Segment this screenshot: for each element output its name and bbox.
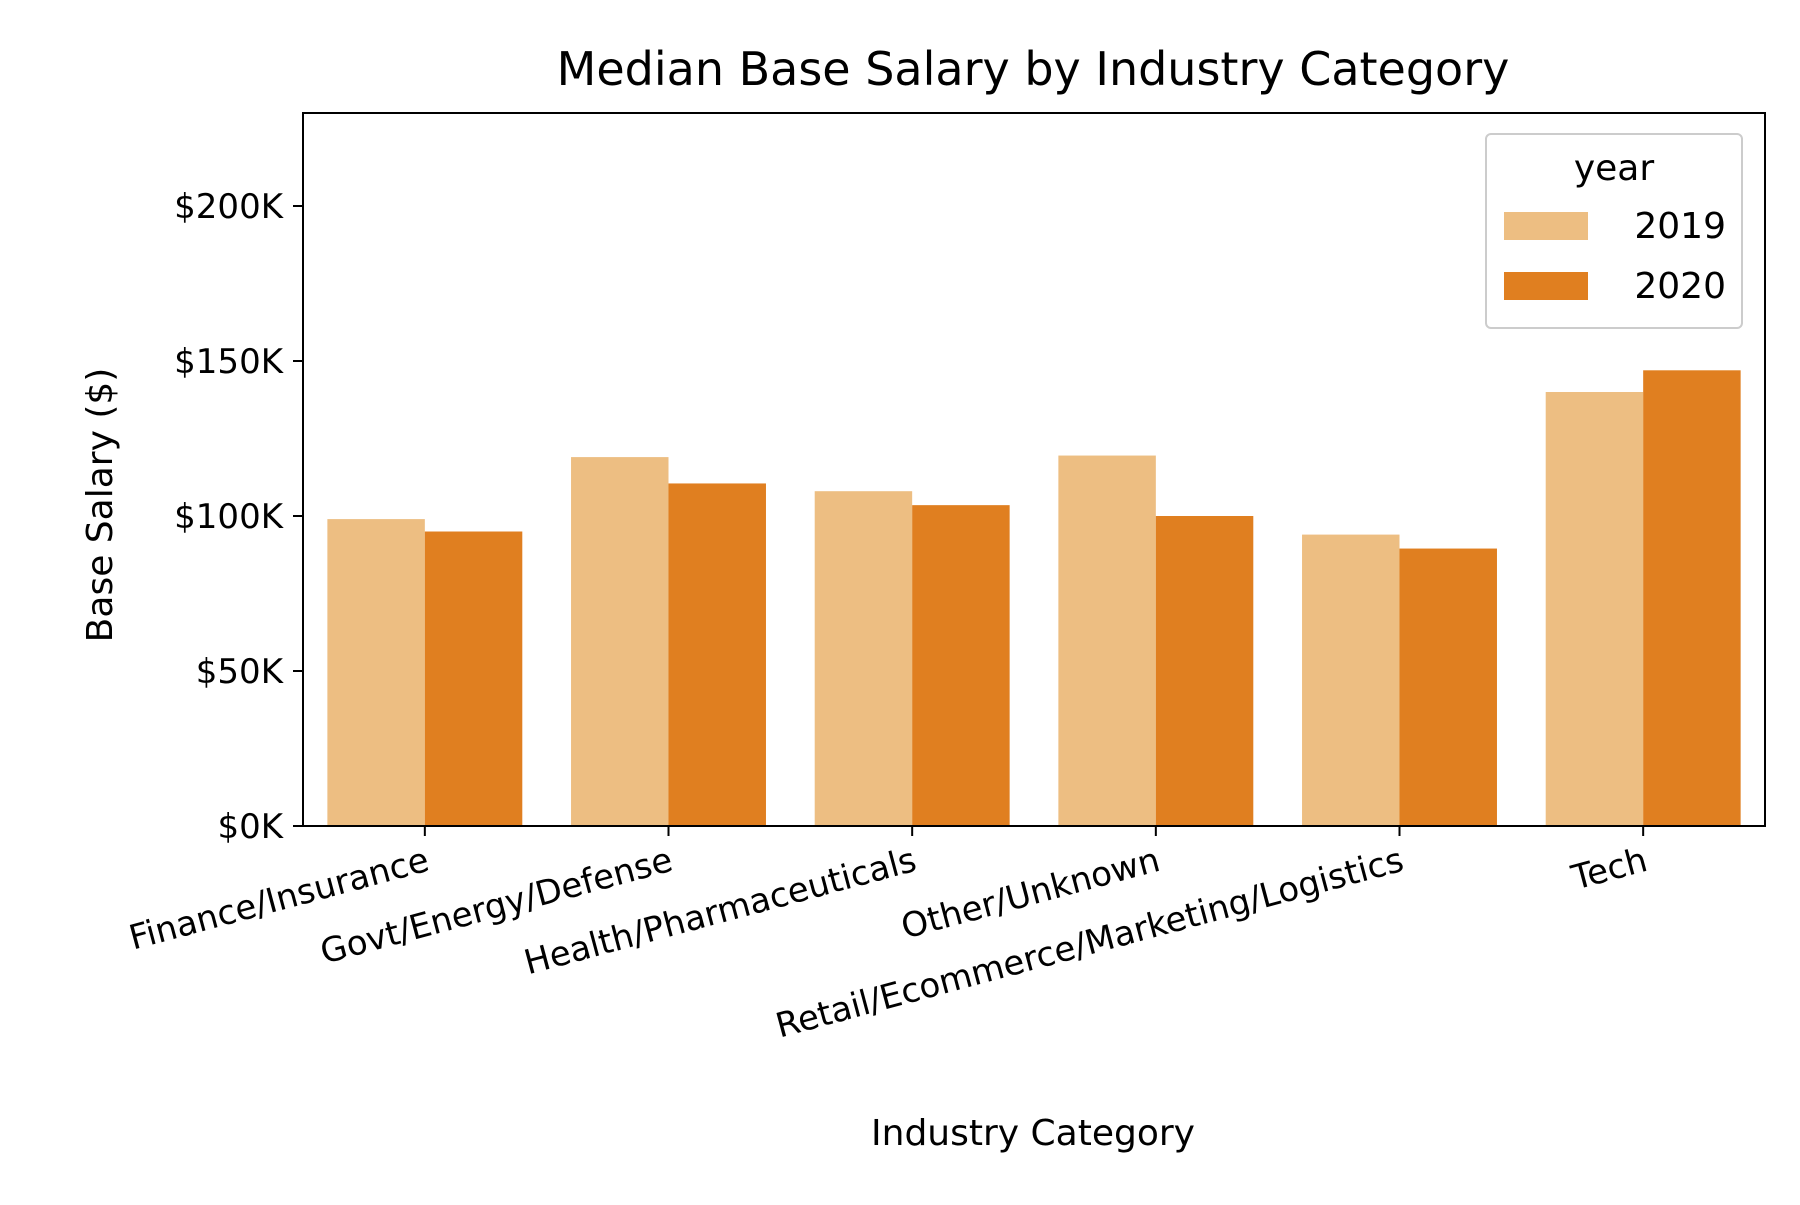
y-tick-label: $200K xyxy=(174,187,285,227)
plot-frame xyxy=(302,112,1766,827)
x-axis-label: Industry Category xyxy=(871,1113,1195,1154)
legend-swatch-2020 xyxy=(1504,272,1588,300)
chart-title: Median Base Salary by Industry Category xyxy=(557,42,1510,96)
x-axis: Finance/InsuranceGovt/Energy/DefenseHeal… xyxy=(125,826,1652,1046)
legend-title: year xyxy=(1574,148,1655,189)
bar-2020-2 xyxy=(668,483,766,826)
legend-label-2019: 2019 xyxy=(1634,206,1726,247)
bar-2020-4 xyxy=(1155,516,1254,826)
y-axis: $0K $50K $100K $150K $200K xyxy=(174,187,303,847)
y-tick-label: $50K xyxy=(196,652,285,692)
bar-2020-3 xyxy=(912,505,1010,826)
x-tick-label: Health/Pharmaceuticals xyxy=(520,840,921,983)
legend-swatch-2019 xyxy=(1504,212,1588,240)
bar-2019-6 xyxy=(1545,392,1644,826)
bar-2020-1 xyxy=(424,531,523,826)
legend-label-2020: 2020 xyxy=(1634,266,1726,307)
bar-2019-1 xyxy=(327,519,425,826)
bar-2019-4 xyxy=(1058,455,1156,826)
bar-2019-3 xyxy=(814,491,913,826)
x-tick-label: Tech xyxy=(1567,840,1652,899)
plot-area xyxy=(302,112,1766,827)
bar-2020-6 xyxy=(1643,370,1741,826)
legend: year 2019 2020 xyxy=(1485,133,1743,329)
y-tick-label: $150K xyxy=(174,342,285,382)
y-tick-label: $0K xyxy=(217,807,284,847)
y-tick-label: $100K xyxy=(174,497,285,537)
bar-2019-5 xyxy=(1302,534,1400,826)
bar-2020-5 xyxy=(1399,548,1497,826)
bar-2019-2 xyxy=(571,457,669,826)
y-axis-label: Base Salary ($) xyxy=(80,368,121,643)
